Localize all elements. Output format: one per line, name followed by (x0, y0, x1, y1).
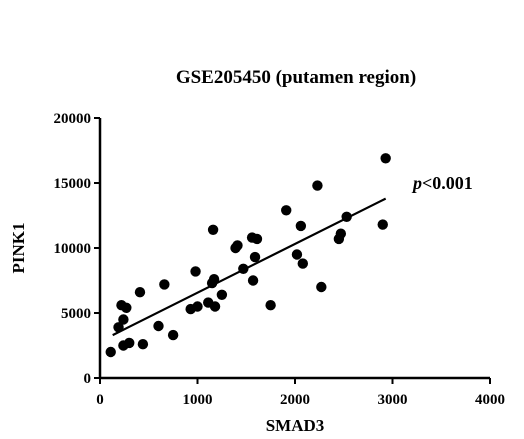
data-point (297, 258, 308, 269)
y-tick-label: 15000 (54, 176, 92, 192)
data-point (265, 300, 276, 311)
data-point (118, 314, 129, 325)
data-point (209, 301, 221, 312)
data-point (312, 180, 323, 191)
data-point (134, 287, 146, 298)
y-tick-label: 20000 (54, 111, 92, 127)
data-point (121, 302, 132, 313)
data-point (251, 233, 263, 245)
data-point (335, 228, 347, 239)
y-tick-label: 0 (84, 371, 92, 387)
data-point (159, 279, 170, 290)
x-tick-label: 1000 (183, 392, 213, 408)
data-point (249, 251, 261, 263)
x-axis-ticks: 0 1000 2000 3000 4000 (96, 378, 505, 408)
data-point (124, 337, 135, 349)
data-points (105, 153, 391, 358)
data-point (153, 320, 164, 332)
regression-line (112, 197, 387, 337)
y-tick-label: 5000 (61, 306, 91, 322)
data-point (190, 266, 201, 277)
data-point (281, 205, 292, 216)
chart-title: GSE205450 (putamen region) (176, 67, 416, 88)
data-point (113, 322, 124, 333)
p-value-symbol: p (411, 173, 422, 193)
data-point (192, 301, 203, 312)
y-tick-label: 10000 (54, 241, 92, 257)
x-tick-label: 0 (96, 392, 104, 408)
p-value-threshold: <0.001 (422, 173, 473, 193)
x-tick-label: 4000 (475, 392, 505, 408)
data-point (216, 289, 228, 300)
data-point (208, 274, 220, 285)
data-point (238, 263, 249, 274)
data-point (247, 275, 259, 286)
data-point (291, 249, 303, 260)
y-axis-label: PINK1 (9, 223, 28, 274)
x-tick-label: 2000 (280, 392, 310, 408)
data-point (232, 240, 243, 251)
p-value-annotation: p<0.001 (411, 173, 473, 193)
y-axis-ticks: 0 5000 10000 15000 20000 (54, 111, 100, 387)
data-point (377, 219, 388, 230)
x-tick-label: 3000 (378, 392, 408, 408)
x-axis-label: SMAD3 (266, 416, 325, 435)
data-point (380, 153, 391, 164)
data-point (167, 329, 179, 341)
data-point (295, 220, 307, 232)
data-point (137, 339, 149, 350)
data-point (316, 281, 327, 293)
data-point (207, 224, 219, 235)
data-point (341, 211, 352, 222)
data-point (105, 346, 116, 358)
